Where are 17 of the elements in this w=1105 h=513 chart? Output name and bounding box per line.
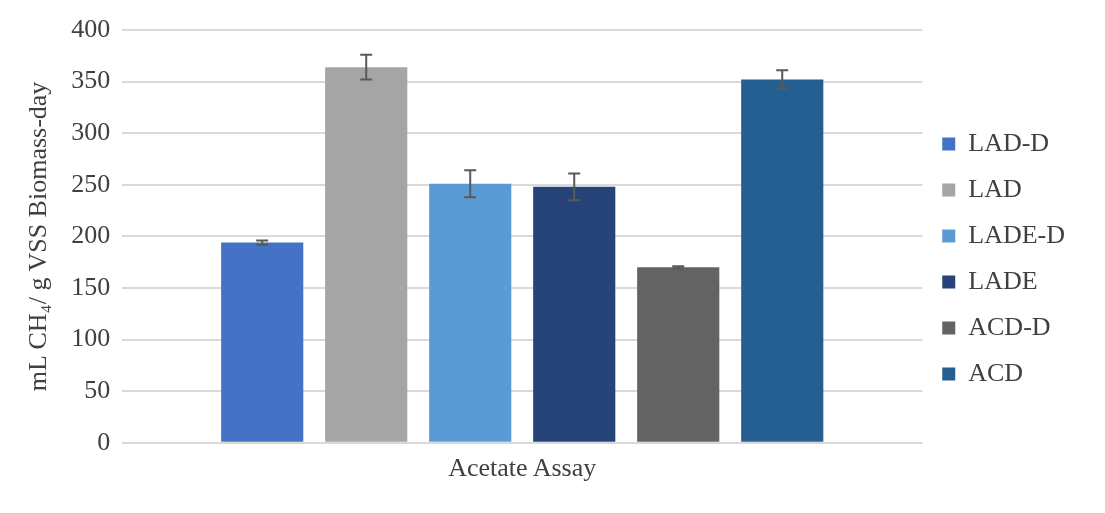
y-tick-label: 350: [71, 65, 111, 95]
y-tick-label: 250: [71, 168, 111, 198]
y-tick-label: 0: [97, 426, 111, 456]
legend-label: ACD-D: [968, 311, 1051, 341]
x-tick-label: Acetate Assay: [448, 453, 597, 483]
y-tick-label: 300: [71, 117, 111, 147]
legend-label: ACD: [968, 357, 1024, 387]
y-axis-title: mL CH₄/ g VSS Biomass-day: [23, 81, 53, 392]
y-tick-label: 150: [71, 271, 111, 301]
y-tick-label: 50: [84, 375, 111, 405]
y-tick-label: 100: [71, 323, 111, 353]
legend-label: LAD: [968, 173, 1022, 203]
y-tick-label: 200: [71, 220, 111, 250]
legend-label: LAD-D: [968, 127, 1050, 157]
legend-label: LADE: [968, 265, 1038, 295]
y-tick-label: 400: [71, 13, 111, 43]
legend-label: LADE-D: [968, 219, 1066, 249]
